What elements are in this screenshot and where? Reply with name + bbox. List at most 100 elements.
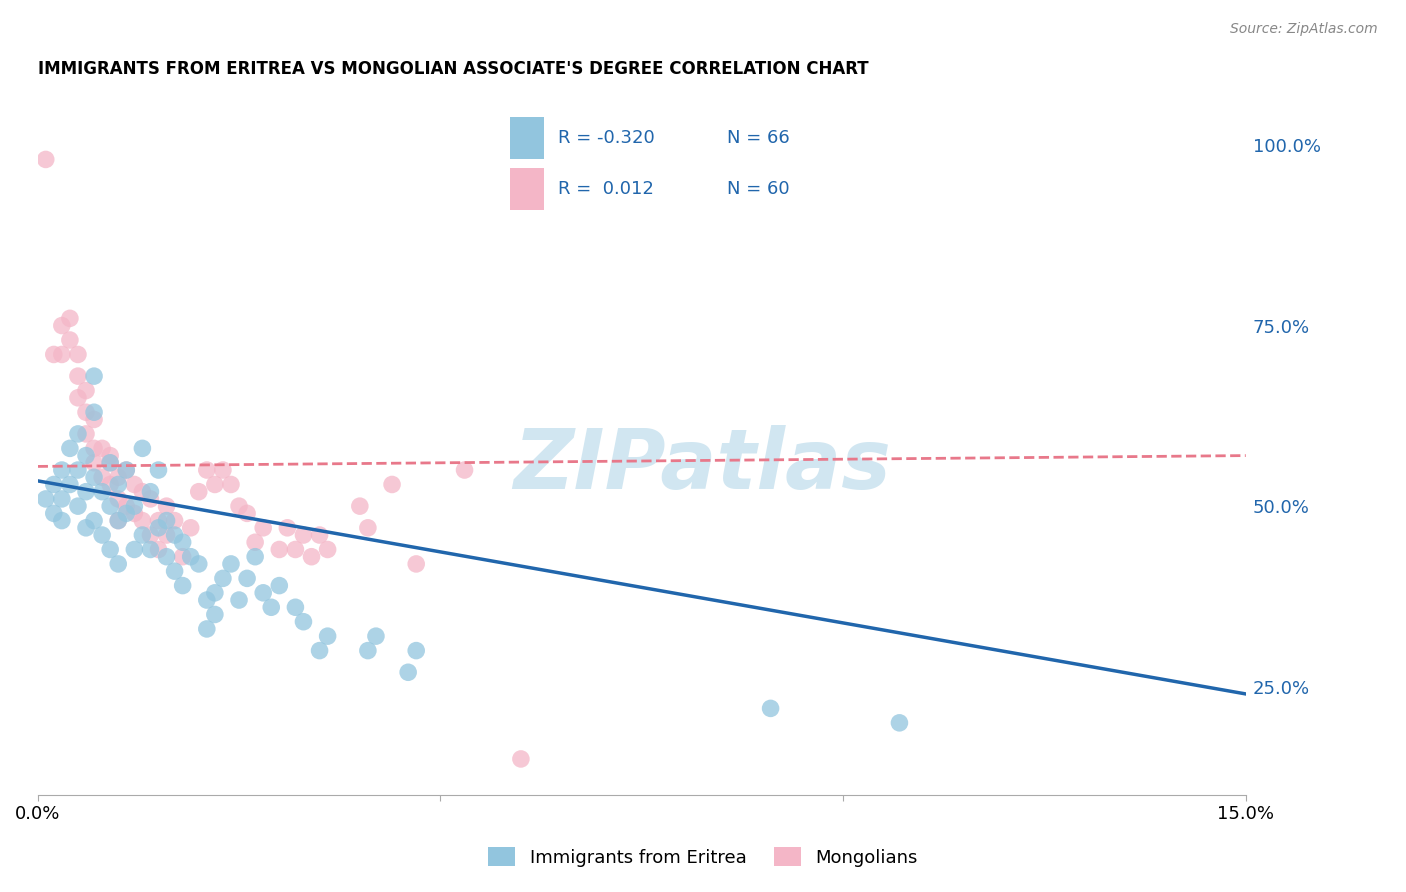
Point: [51, 347, 73, 361]
Point: [252, 586, 274, 600]
Point: [66, 369, 89, 384]
Point: [42, 477, 65, 491]
Point: [269, 542, 291, 557]
Point: [124, 477, 146, 491]
Point: [204, 586, 226, 600]
Point: [301, 549, 323, 564]
Point: [155, 499, 177, 513]
Point: [131, 514, 153, 528]
Point: [219, 557, 242, 571]
Point: [148, 542, 170, 557]
Point: [396, 665, 419, 680]
Point: [155, 549, 177, 564]
Point: [75, 384, 97, 398]
Point: [98, 456, 121, 470]
Point: [131, 528, 153, 542]
Point: [364, 629, 387, 643]
Point: [187, 484, 209, 499]
Point: [42, 507, 65, 521]
Point: [131, 442, 153, 456]
Point: [107, 470, 129, 484]
Point: [75, 484, 97, 499]
Point: [59, 311, 82, 326]
Point: [212, 571, 235, 585]
Point: [284, 542, 307, 557]
Point: [51, 463, 73, 477]
Point: [98, 542, 121, 557]
Point: [284, 600, 307, 615]
Point: [195, 622, 218, 636]
Point: [83, 456, 105, 470]
Point: [228, 593, 250, 607]
Point: [83, 369, 105, 384]
Point: [66, 347, 89, 361]
Point: [115, 463, 138, 477]
Point: [228, 499, 250, 513]
Point: [107, 514, 129, 528]
Point: [212, 463, 235, 477]
Point: [180, 549, 202, 564]
Point: [759, 701, 782, 715]
Point: [124, 507, 146, 521]
Point: [252, 521, 274, 535]
Point: [51, 318, 73, 333]
Point: [51, 514, 73, 528]
Point: [83, 470, 105, 484]
Point: [98, 499, 121, 513]
Point: [276, 521, 298, 535]
Point: [260, 600, 283, 615]
Point: [51, 491, 73, 506]
Point: [107, 557, 129, 571]
Point: [269, 578, 291, 592]
Point: [357, 643, 380, 657]
Point: [163, 528, 186, 542]
Point: [148, 514, 170, 528]
Point: [155, 514, 177, 528]
Text: ZIPatlas: ZIPatlas: [513, 425, 891, 507]
Legend: Immigrants from Eritrea, Mongolians: Immigrants from Eritrea, Mongolians: [481, 840, 925, 874]
Point: [889, 715, 911, 730]
Point: [236, 571, 259, 585]
Point: [75, 521, 97, 535]
Point: [405, 643, 427, 657]
Point: [195, 463, 218, 477]
Title: IMMIGRANTS FROM ERITREA VS MONGOLIAN ASSOCIATE'S DEGREE CORRELATION CHART: IMMIGRANTS FROM ERITREA VS MONGOLIAN ASS…: [38, 60, 869, 78]
Point: [236, 507, 259, 521]
Point: [124, 542, 146, 557]
Point: [292, 615, 315, 629]
Point: [195, 593, 218, 607]
Point: [148, 521, 170, 535]
Point: [124, 499, 146, 513]
Point: [35, 153, 58, 167]
Point: [66, 499, 89, 513]
Point: [115, 463, 138, 477]
Point: [59, 442, 82, 456]
Point: [98, 449, 121, 463]
Point: [405, 557, 427, 571]
Point: [172, 535, 194, 549]
Point: [509, 752, 531, 766]
Point: [59, 333, 82, 347]
Point: [139, 491, 162, 506]
Point: [316, 542, 339, 557]
Point: [148, 463, 170, 477]
Point: [187, 557, 209, 571]
Point: [115, 499, 138, 513]
Point: [83, 412, 105, 426]
Point: [139, 542, 162, 557]
Point: [163, 564, 186, 578]
Point: [453, 463, 475, 477]
Point: [35, 491, 58, 506]
Point: [75, 405, 97, 419]
Point: [83, 514, 105, 528]
Point: [91, 528, 114, 542]
Point: [180, 521, 202, 535]
Point: [219, 477, 242, 491]
Point: [75, 426, 97, 441]
Point: [243, 549, 266, 564]
Point: [131, 484, 153, 499]
Text: Source: ZipAtlas.com: Source: ZipAtlas.com: [1230, 22, 1378, 37]
Point: [59, 477, 82, 491]
Point: [66, 463, 89, 477]
Point: [349, 499, 371, 513]
